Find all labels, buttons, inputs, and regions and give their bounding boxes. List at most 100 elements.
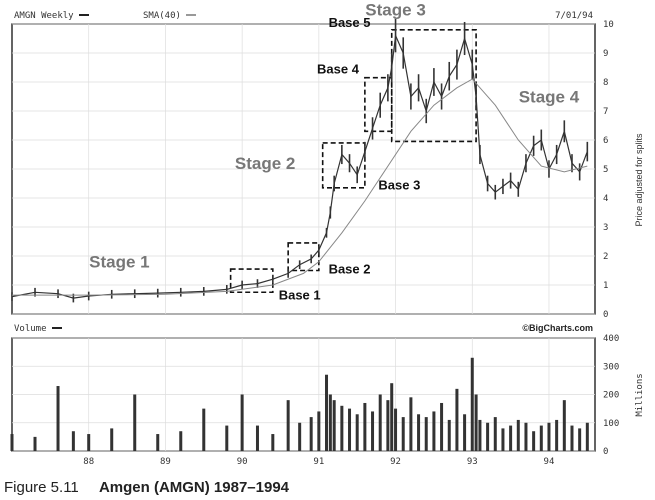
volume-bar xyxy=(578,428,582,451)
x-tick-label: 90 xyxy=(237,457,248,467)
annotation-label: Base 3 xyxy=(378,177,420,192)
volume-bar xyxy=(386,400,390,451)
volume-y-tick-label: 300 xyxy=(603,362,619,372)
price-y-tick-label: 4 xyxy=(603,194,608,204)
volume-bar xyxy=(455,388,459,451)
sma-40-line xyxy=(12,78,588,296)
price-y-tick-label: 2 xyxy=(603,252,608,262)
volume-bar xyxy=(332,400,336,451)
volume-bar xyxy=(478,419,482,451)
volume-bar xyxy=(271,434,275,451)
annotation-label: Base 4 xyxy=(317,61,360,76)
x-tick-label: 93 xyxy=(467,457,478,467)
volume-bar xyxy=(401,417,405,451)
volume-bar xyxy=(179,431,183,451)
base-box xyxy=(287,242,320,272)
volume-y-axis-label: Millions xyxy=(635,373,645,416)
volume-bar xyxy=(463,414,467,451)
volume-bar xyxy=(390,383,394,451)
annotation-label: Stage 4 xyxy=(519,87,580,106)
volume-grid xyxy=(12,337,595,452)
annotation-label: Base 1 xyxy=(279,288,321,303)
volume-bar xyxy=(440,402,444,451)
x-tick-label: 88 xyxy=(83,457,94,467)
volume-bar xyxy=(286,400,290,451)
volume-label: Volume xyxy=(14,324,47,334)
volume-bar xyxy=(110,428,114,451)
volume-bar xyxy=(363,402,367,451)
volume-bar xyxy=(501,428,505,451)
volume-bar xyxy=(424,417,428,451)
price-y-axis: 0 1 2 3 4 5 6 7 8 9 10 xyxy=(603,20,614,320)
volume-bar xyxy=(133,394,137,451)
volume-bar xyxy=(394,408,398,451)
volume-bar xyxy=(33,436,37,451)
volume-bar xyxy=(10,434,14,451)
volume-bar xyxy=(555,419,559,451)
volume-bar xyxy=(516,419,520,451)
annotation-label: Stage 3 xyxy=(365,0,425,19)
x-tick-label: 94 xyxy=(544,457,555,467)
volume-bar xyxy=(417,414,421,451)
annotation-label: Base 2 xyxy=(329,261,371,276)
price-series xyxy=(11,18,589,303)
volume-bar xyxy=(532,431,536,451)
volume-bar xyxy=(378,394,382,451)
x-tick-label: 92 xyxy=(390,457,401,467)
price-y-tick-label: 5 xyxy=(603,165,608,175)
volume-bar xyxy=(524,422,528,451)
volume-bar xyxy=(432,411,436,451)
price-y-tick-label: 10 xyxy=(603,20,614,30)
annotation-label: Base 5 xyxy=(329,15,371,30)
volume-bar xyxy=(309,417,313,451)
volume-bar xyxy=(409,397,413,451)
volume-y-axis: 0 100 200 300 400 xyxy=(603,334,619,457)
volume-bar xyxy=(328,394,332,451)
price-y-tick-label: 9 xyxy=(603,49,608,59)
ticker-label: AMGN Weekly xyxy=(14,11,74,21)
price-y-tick-label: 3 xyxy=(603,223,608,233)
x-tick-label: 91 xyxy=(313,457,324,467)
price-y-tick-label: 7 xyxy=(603,107,608,117)
volume-bar xyxy=(570,425,574,451)
source-label: ©BigCharts.com xyxy=(522,323,593,333)
volume-bar xyxy=(474,394,478,451)
volume-bar xyxy=(71,431,75,451)
stage-annotations: Stage 1 Stage 2 Stage 3 Stage 4 Base 1 Base 2… xyxy=(89,0,580,302)
volume-bar xyxy=(298,422,302,451)
volume-bar xyxy=(355,414,359,451)
volume-y-tick-label: 0 xyxy=(603,447,608,457)
volume-bar xyxy=(87,434,91,451)
volume-series xyxy=(10,357,589,451)
volume-bar xyxy=(539,425,543,451)
volume-bar xyxy=(562,400,566,451)
price-line xyxy=(11,33,588,299)
volume-bar xyxy=(340,405,344,451)
price-y-axis-label: Price adjusted for splits xyxy=(634,133,644,227)
volume-bar xyxy=(470,357,474,451)
figure-number: Figure 5.11 xyxy=(4,479,79,496)
volume-bar xyxy=(509,425,513,451)
sma-label: SMA(40) xyxy=(143,11,181,21)
volume-bar xyxy=(486,422,490,451)
base-box xyxy=(321,142,366,189)
date-label: 7/01/94 xyxy=(555,11,593,21)
volume-y-tick-label: 100 xyxy=(603,419,619,429)
volume-bar xyxy=(348,408,352,451)
figure-caption: Figure 5.11 Amgen (AMGN) 1987–1994 xyxy=(4,479,289,496)
volume-bar xyxy=(255,425,259,451)
x-axis: 88 89 90 91 92 93 94 xyxy=(83,457,554,467)
volume-bar xyxy=(156,434,160,451)
volume-bar xyxy=(447,419,451,451)
volume-bar xyxy=(56,386,60,451)
annotation-label: Stage 1 xyxy=(89,253,149,272)
volume-y-tick-label: 400 xyxy=(603,334,619,344)
volume-bar xyxy=(371,411,375,451)
volume-bar xyxy=(547,422,551,451)
x-tick-label: 89 xyxy=(160,457,171,467)
volume-bar xyxy=(202,408,206,451)
volume-bar xyxy=(585,422,589,451)
volume-bar xyxy=(493,417,497,451)
figure-title: Amgen (AMGN) 1987–1994 xyxy=(98,479,290,496)
